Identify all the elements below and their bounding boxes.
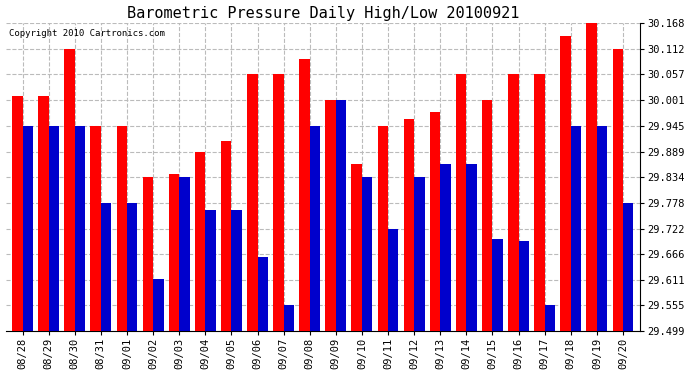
Bar [482, 100, 493, 331]
Title: Barometric Pressure Daily High/Low 20100921: Barometric Pressure Daily High/Low 20100… [126, 6, 519, 21]
Bar [38, 96, 48, 331]
Text: Copyright 2010 Cartronics.com: Copyright 2010 Cartronics.com [9, 29, 165, 38]
Bar [310, 126, 320, 331]
Bar [90, 126, 101, 331]
Bar [377, 126, 388, 331]
Bar [117, 126, 127, 331]
Bar [101, 203, 111, 331]
Bar [326, 100, 336, 331]
Bar [23, 126, 33, 331]
Bar [284, 306, 294, 331]
Bar [299, 59, 310, 331]
Bar [221, 141, 231, 331]
Bar [247, 74, 257, 331]
Bar [12, 96, 23, 331]
Bar [493, 238, 503, 331]
Bar [169, 174, 179, 331]
Bar [64, 49, 75, 331]
Bar [586, 23, 597, 331]
Bar [127, 203, 137, 331]
Bar [404, 119, 414, 331]
Bar [362, 177, 373, 331]
Bar [143, 177, 153, 331]
Bar [544, 306, 555, 331]
Bar [466, 164, 477, 331]
Bar [206, 210, 216, 331]
Bar [456, 74, 466, 331]
Bar [623, 203, 633, 331]
Bar [257, 257, 268, 331]
Bar [571, 126, 581, 331]
Bar [195, 152, 206, 331]
Bar [597, 126, 607, 331]
Bar [153, 279, 164, 331]
Bar [430, 112, 440, 331]
Bar [75, 126, 85, 331]
Bar [440, 164, 451, 331]
Bar [231, 210, 241, 331]
Bar [613, 49, 623, 331]
Bar [351, 164, 362, 331]
Bar [273, 74, 284, 331]
Bar [48, 126, 59, 331]
Bar [414, 177, 424, 331]
Bar [519, 240, 529, 331]
Bar [508, 74, 519, 331]
Bar [560, 36, 571, 331]
Bar [534, 74, 544, 331]
Bar [336, 100, 346, 331]
Bar [388, 228, 399, 331]
Bar [179, 177, 190, 331]
